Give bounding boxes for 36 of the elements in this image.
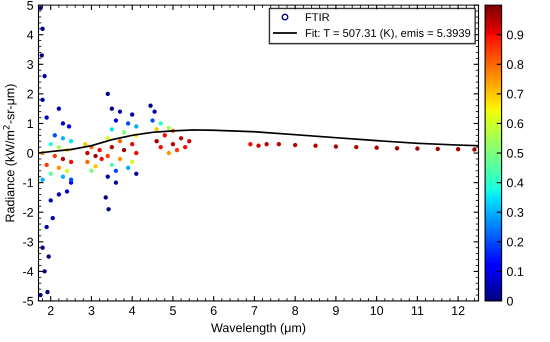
color-bar-label: 0.2 (506, 238, 524, 246)
y-tick-label: 5 (27, 1, 34, 10)
x-tick-label: 10 (370, 306, 384, 316)
x-tick-label: 5 (170, 306, 176, 316)
color-bar-label: 0.8 (506, 60, 524, 69)
color-bar-label: 0.7 (506, 90, 524, 99)
y-axis-title: Radiance (kW/m$^{2}$-sr-μm) (2, 84, 17, 222)
x-tick-label: 12 (452, 306, 464, 315)
x-tick-label: 7 (252, 306, 258, 315)
color-bar-label: 0.1 (506, 267, 524, 276)
x-tick-label: 9 (333, 306, 339, 316)
y-tick-label: 2 (27, 90, 34, 98)
y-tick-label: -3 (23, 238, 34, 246)
color-bar-label: 0.5 (506, 148, 524, 158)
color-bar-label: 0.9 (506, 30, 524, 40)
y-tick-label: 4 (26, 30, 34, 40)
legend-label: FTIR (306, 13, 330, 21)
y-tick-label: 0 (27, 148, 34, 158)
y-tick-label: -5 (23, 296, 34, 306)
color-bar-label: 0.3 (506, 208, 524, 217)
y-tick-label: 1 (28, 119, 34, 128)
x-axis-title: Wavelength (μm) (211, 323, 306, 335)
y-tick-label: -2 (23, 208, 34, 217)
x-tick-label: 4 (129, 306, 136, 315)
legend-label: Fit: T = 507.31 (K), emis = 5.3939 (306, 28, 470, 40)
y-tick-label: -4 (23, 267, 34, 276)
x-tick-label: 3 (88, 306, 94, 316)
x-tick-label: 2 (48, 306, 54, 315)
x-tick-label: 6 (210, 306, 217, 316)
y-tick-label: -1 (23, 178, 34, 188)
x-tick-label: 11 (412, 306, 424, 315)
color-bar-label: 0 (506, 296, 513, 306)
y-tick-label: 3 (27, 60, 34, 69)
color-bar-label: 0.4 (506, 178, 524, 188)
x-tick-label: 8 (292, 306, 298, 316)
color-bar-label: 0.6 (506, 119, 524, 128)
